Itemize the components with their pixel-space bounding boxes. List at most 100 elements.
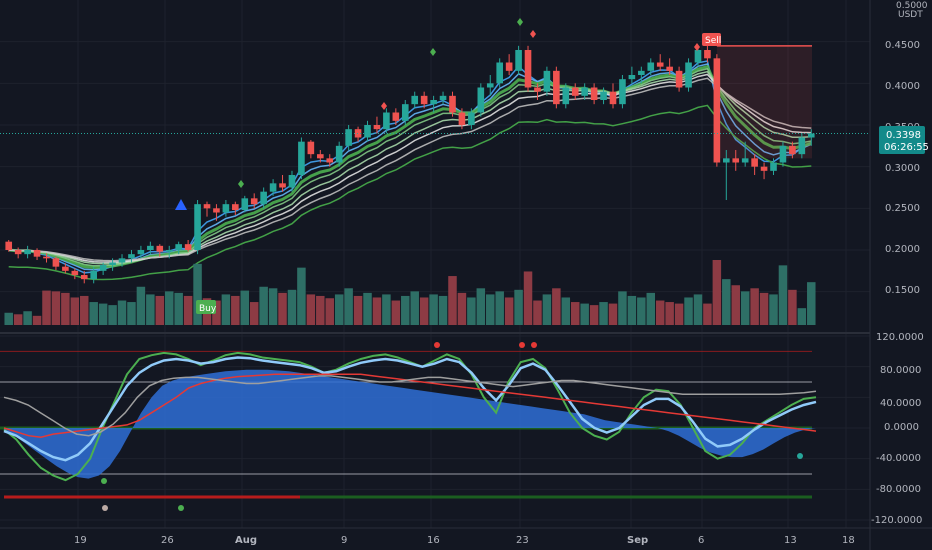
date-label: Aug [235,535,257,546]
trailing-stop-line [8,104,812,281]
volume-bar [570,302,580,325]
current-price-tag-bg [879,126,925,154]
osc-tick-label: 40.0000 [880,398,921,409]
volume-bar [278,292,287,325]
volume-bar [259,286,268,325]
volume-bar [495,291,504,325]
volume-bar [599,302,608,325]
price-axis-top-label: 0.5000 [896,1,928,11]
candle-body [43,256,50,259]
candle-body [184,244,192,250]
volume-bar [155,295,165,325]
candle-body [420,95,428,105]
diamond-marker [517,18,523,26]
candle-body [486,83,494,88]
volume-bar [353,295,363,325]
countdown-value: 06:26:55 [884,142,929,153]
candle-body [675,70,683,88]
price-axis-unit: USDT [898,10,923,20]
volume-bar [618,291,627,325]
candle-body [401,104,409,121]
diamond-marker [238,180,244,188]
volume-bar [117,300,127,325]
candle-body [335,145,343,163]
diamond-marker [694,43,700,51]
volume-bar [684,297,693,325]
volume-bar [42,290,51,325]
volume-bar [514,289,523,325]
volume-bar [788,289,797,325]
date-label: 26 [161,535,174,546]
osc-signal-line [3,373,817,438]
oscillator-axis[interactable]: 120.0000 80.0000 40.0000 0.0000 -40.0000… [871,332,924,526]
candle-body [534,87,541,92]
sell-signal[interactable]: Sell [702,33,721,46]
price-tick-label: 0.3000 [885,163,920,174]
volume-bar [51,291,61,325]
date-label: 13 [784,535,797,546]
oscillator-pane [0,342,817,511]
volume-bar [533,300,542,325]
volume-bar [297,267,306,325]
candle-body [741,158,749,163]
candle-body [156,245,164,252]
current-price-tag: 0.3398 06:26:55 [879,126,929,154]
candle-body [24,250,31,255]
candle-body [515,50,522,71]
candlestick-series [0,45,870,284]
osc-tick-label: 120.0000 [876,332,924,343]
price-tick-label: 0.4000 [885,81,920,92]
candle-body [477,87,485,113]
osc-tick-label: -120.0000 [871,515,922,526]
volume-bar [13,314,23,325]
buy-signal[interactable]: Buy [196,300,217,314]
volume-bar [504,297,514,325]
candle-body [666,66,673,71]
candle-body [373,125,381,130]
volume-bar [561,297,571,325]
osc-dot-marker [519,342,525,348]
volume-bar [476,288,486,325]
candle-body [232,204,239,210]
candle-body [505,62,513,71]
volume-bars [4,260,816,325]
candle-body [553,70,560,105]
candle-body [789,145,796,155]
volume-bar [693,294,703,325]
osc-slow-line [3,356,817,462]
candle-body [175,244,182,250]
volume-bar [146,294,155,325]
time-axis[interactable]: 19 26 Aug 9 16 23 Sep 6 13 18 [74,535,855,546]
volume-bar [164,291,174,325]
volume-bar [665,302,674,325]
volume-bar [70,297,80,325]
volume-bar [655,300,665,325]
candle-body [524,50,532,88]
candle-body [213,208,220,213]
osc-dot-marker [101,478,107,484]
volume-bar [769,294,778,325]
candle-body [496,62,504,84]
candle-body [71,270,79,275]
volume-bar [722,279,731,325]
osc-dot-marker [434,342,440,348]
volume-bar [589,305,599,325]
volume-bar [334,294,344,325]
osc-tick-label: -40.0000 [876,453,921,464]
candle-body [62,266,69,271]
price-tick-label: 0.1500 [885,285,920,296]
sell-zone [716,45,812,159]
candle-body [269,183,277,192]
volume-bar [363,292,372,325]
volume-bar [4,312,13,325]
candle-body [562,87,570,105]
candle-body [449,95,456,113]
volume-bar [646,292,656,325]
buy-signal-label: Buy [199,304,217,314]
price-tick-label: 0.2000 [885,244,920,255]
osc-gray-line [3,375,817,437]
candle-body [250,198,258,205]
volume-bar [759,292,769,325]
candle-body [590,87,598,100]
diamond-marker [530,30,536,38]
